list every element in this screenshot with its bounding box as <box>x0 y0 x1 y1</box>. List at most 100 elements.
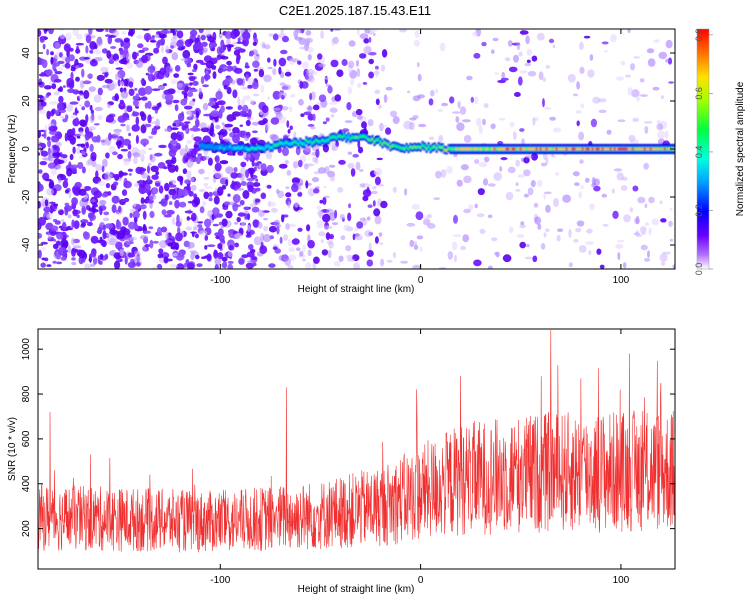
spectrogram-noise-cell <box>61 221 67 231</box>
spectrogram-noise-cell <box>155 171 160 176</box>
spectrogram-noise-cell <box>526 243 530 248</box>
spectrogram-noise-cell <box>418 123 427 128</box>
y-tick-label: 600 <box>21 430 32 447</box>
signal-cell-core <box>575 147 579 151</box>
spectrogram-noise-cell <box>643 121 653 124</box>
spectrogram-noise-cell <box>523 156 530 164</box>
signal-cell-core <box>251 146 254 150</box>
spectrogram-noise-cell <box>62 118 68 123</box>
spectrogram-noise-cell <box>202 49 207 54</box>
spectrogram-noise-cell <box>412 264 421 269</box>
spectrogram-noise-cell <box>376 157 383 161</box>
spectrogram-noise-cell <box>140 138 150 146</box>
spectrogram-noise-cell <box>77 161 84 170</box>
spectrogram-noise-cell <box>40 262 46 268</box>
spectrogram-noise-cell <box>294 200 299 208</box>
spectrogram-noise-cell <box>250 49 258 55</box>
spectrogram-noise-cell <box>227 44 232 52</box>
spectrogram-noise-cell <box>270 134 280 143</box>
spectrogram-noise-cell <box>356 115 363 120</box>
spectrogram-noise-cell <box>83 186 92 191</box>
spectrogram-noise-cell <box>568 262 573 268</box>
spectrogram-noise-cell <box>301 61 309 70</box>
signal-cell-core <box>521 147 524 151</box>
signal-cell-core <box>199 144 202 148</box>
spectrogram-noise-cell <box>179 148 188 157</box>
spectrogram-noise-cell <box>368 71 374 79</box>
spectrogram-noise-cell <box>367 204 373 208</box>
spectrogram-noise-cell <box>134 88 138 91</box>
spectrogram-noise-cell <box>219 64 228 72</box>
signal-cell-core <box>547 147 551 151</box>
spectrogram-noise-cell <box>237 97 241 106</box>
signal-cell-core <box>249 147 252 151</box>
spectrogram-noise-cell <box>534 216 542 225</box>
spectrogram-noise-cell <box>127 31 131 36</box>
spectrogram-noise-cell <box>375 69 379 78</box>
spectrogram-noise-cell <box>140 154 145 163</box>
signal-cell-core <box>275 143 278 147</box>
spectrogram-noise-cell <box>482 178 489 186</box>
spectrogram-noise-cell <box>260 192 267 200</box>
spectrogram-noise-cell <box>246 135 250 139</box>
figure-title: C2E1.2025.187.15.43.E11 <box>279 3 431 18</box>
spectrogram-noise-cell <box>177 46 185 51</box>
spectrogram-noise-cell <box>126 124 130 132</box>
spectrogram-noise-cell <box>158 257 166 264</box>
spectrogram-noise-cell <box>185 126 190 134</box>
spectrogram-noise-cell <box>413 240 418 247</box>
spectrogram-noise-cell <box>172 217 175 226</box>
spectrogram-noise-cell <box>169 264 178 268</box>
spectrogram-noise-cell <box>276 225 280 235</box>
spectrogram-noise-cell <box>298 99 304 106</box>
spectrogram-noise-cell <box>295 146 301 156</box>
spectrogram-noise-cell <box>612 210 619 219</box>
spectrogram-noise-cell <box>672 264 675 269</box>
spectrogram-noise-cell <box>245 262 255 269</box>
signal-cell-core <box>317 140 320 143</box>
spectrogram-noise-cell <box>176 39 184 48</box>
spectrogram-noise-cell <box>71 237 75 246</box>
spectrogram-noise-cell <box>278 115 287 124</box>
spectrogram-noise-cell <box>668 220 673 227</box>
signal-cell-core <box>507 147 510 151</box>
spectrogram-noise-cell <box>644 203 648 209</box>
spectrogram-noise-cell <box>419 246 423 253</box>
spectrogram-noise-cell <box>479 228 486 235</box>
spectrogram-noise-cell <box>171 52 179 61</box>
signal-cell-core <box>631 147 635 151</box>
spectrogram-noise-cell <box>268 263 276 268</box>
spectrogram-noise-cell <box>275 224 282 228</box>
spectrogram-noise-cell <box>105 29 109 32</box>
spectrogram-noise-cell <box>664 130 669 139</box>
spectrogram-noise-cell <box>239 110 247 116</box>
spectrogram-noise-cell <box>513 54 519 63</box>
spectrogram-noise-cell <box>233 49 240 56</box>
spectrogram-noise-cell <box>68 136 77 141</box>
y-tick-label: 0 <box>21 146 32 152</box>
spectrogram-signal-band <box>199 131 675 155</box>
signal-cell-core <box>257 145 260 149</box>
signal-cell-core <box>205 145 208 148</box>
spectrogram-noise-cell <box>255 178 259 182</box>
spectrogram-noise-cell <box>291 238 300 245</box>
spectrogram-noise-cell <box>43 29 49 32</box>
spectrogram-noise-cell <box>284 71 292 77</box>
spectrogram-noise-cell <box>86 74 93 79</box>
spectrogram-noise-cell <box>257 221 263 229</box>
spectrogram-noise-cell <box>123 180 132 189</box>
spectrogram-noise-cell <box>218 32 223 39</box>
spectrogram-noise-cell <box>75 244 81 248</box>
spectrogram-noise-cell <box>651 218 659 226</box>
spectrogram-noise-cell <box>240 173 245 182</box>
spectrogram-noise-cell <box>136 34 143 40</box>
spectrogram-noise-cell <box>148 135 154 139</box>
spectrogram-noise-cell <box>223 85 228 90</box>
spectrogram-noise-cell <box>460 164 469 171</box>
spectrogram-noise-cell <box>72 146 76 154</box>
spectrogram-noise-cell <box>207 157 213 166</box>
signal-cell-core <box>307 140 310 144</box>
spectrogram-noise-cell <box>233 167 238 173</box>
spectrogram-noise-cell <box>536 32 545 41</box>
spectrogram-noise-cell <box>319 199 324 204</box>
